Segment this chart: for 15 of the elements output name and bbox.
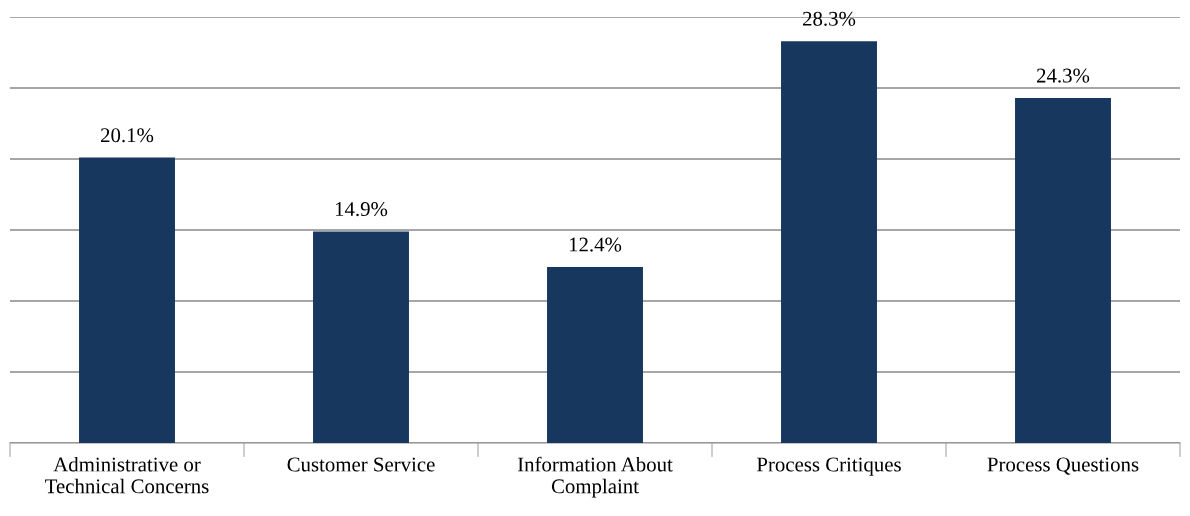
data-label: 12.4% [569, 237, 622, 252]
bar [781, 41, 877, 443]
data-label: 20.1% [101, 128, 154, 143]
x-tick-label: Administrative or Technical Concerns [45, 456, 209, 494]
x-tick-label: Customer Service [287, 457, 435, 472]
bar [547, 266, 643, 443]
data-label: 28.3% [803, 11, 856, 26]
data-label: 14.9% [335, 202, 388, 217]
bar [313, 231, 409, 443]
bar [1015, 97, 1111, 443]
x-tick-label: Process Critiques [756, 457, 901, 476]
bar [79, 157, 175, 443]
x-tick-label: Information About Complaint [517, 456, 673, 498]
x-tick-label: Process Questions [987, 457, 1139, 475]
data-label: 24.3% [1037, 68, 1090, 83]
